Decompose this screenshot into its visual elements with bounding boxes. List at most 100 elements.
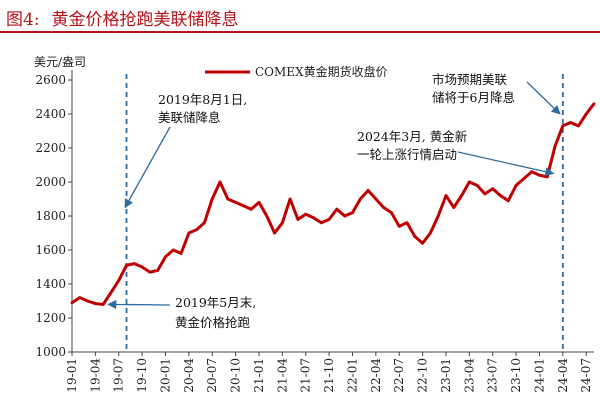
series-line <box>71 102 596 306</box>
figure-number: 图4: <box>6 10 40 30</box>
data-point <box>319 221 323 225</box>
legend-label: COMEX黄金期货收盘价 <box>255 64 388 79</box>
annotation: 2019年8月1日, 美联储降息 <box>124 92 247 209</box>
data-point <box>101 303 105 306</box>
x-tick-label: 21-10 <box>322 358 336 393</box>
y-tick-label: 2200 <box>35 141 66 155</box>
data-point <box>281 221 284 225</box>
annotation-text: 黄金价格抢跑 <box>175 315 251 330</box>
data-point <box>452 206 456 209</box>
x-tick-label: 20-10 <box>229 358 243 393</box>
data-point <box>569 121 572 124</box>
data-point <box>94 302 97 305</box>
data-point <box>288 197 292 201</box>
x-tick-label: 23-10 <box>509 358 523 393</box>
data-point <box>467 180 471 184</box>
data-point <box>78 296 82 299</box>
annotation-arrow <box>457 151 555 177</box>
annotation-text: 一轮上涨行情启动 <box>357 147 457 162</box>
series-layer <box>70 102 596 306</box>
data-point <box>561 124 565 128</box>
legend: COMEX黄金期货收盘价 <box>205 64 388 79</box>
data-point <box>405 221 409 225</box>
x-tick-label: 21-07 <box>299 358 313 393</box>
data-point <box>234 201 238 204</box>
data-point <box>506 199 510 203</box>
reference-lines <box>125 74 564 352</box>
data-point <box>335 207 339 211</box>
data-point <box>343 214 347 218</box>
data-point <box>358 197 362 201</box>
data-point <box>312 216 315 220</box>
x-tick-label: 22-10 <box>416 358 430 393</box>
data-point <box>273 231 276 235</box>
data-point <box>164 255 167 259</box>
y-tick-label: 1200 <box>35 311 66 325</box>
annotation-arrow <box>526 81 561 115</box>
data-point <box>514 184 518 187</box>
data-point <box>366 189 370 192</box>
data-point <box>397 224 401 228</box>
data-point <box>249 207 253 211</box>
x-tick-label: 19-07 <box>112 358 126 393</box>
data-point <box>187 231 191 235</box>
y-axis-label: 美元/盎司 <box>34 55 86 69</box>
data-point <box>109 291 113 294</box>
x-tick-label: 19-01 <box>65 358 79 393</box>
y-tick-label: 2000 <box>35 175 66 189</box>
annotation-text: 2019年5月末, <box>175 295 256 310</box>
data-point <box>117 279 121 282</box>
data-point <box>296 218 300 221</box>
data-point <box>499 194 502 198</box>
annotation-arrow <box>124 126 171 209</box>
annotation-text: 美联储降息 <box>158 110 221 125</box>
annotation-text: 2019年8月1日, <box>158 92 247 107</box>
y-tick-label: 1000 <box>35 345 66 359</box>
y-tick-label: 2600 <box>35 73 66 87</box>
data-point <box>460 194 463 198</box>
data-point <box>226 197 230 201</box>
x-tick-label: 24-01 <box>532 358 546 393</box>
data-point <box>140 265 144 269</box>
data-point <box>351 211 354 215</box>
data-point <box>491 187 495 191</box>
x-tick-label: 22-01 <box>345 358 359 393</box>
data-point <box>327 218 331 221</box>
x-tick-label: 23-04 <box>462 358 476 393</box>
x-tick-label: 19-04 <box>88 358 102 393</box>
annotation-text: 储将于6月降息 <box>432 90 515 105</box>
data-point <box>382 206 385 209</box>
data-point <box>553 144 557 148</box>
x-tick-label: 20-01 <box>158 358 172 393</box>
axes: 1000 1200 1400 1600 1800 2000 2200 2400 2600 19-0… <box>35 70 594 393</box>
data-point <box>257 201 261 204</box>
figure-title: 图4: 黄金价格抢跑美联储降息 <box>6 5 239 30</box>
data-point <box>530 170 534 174</box>
figure-header: 图4: 黄金价格抢跑美联储降息 <box>0 0 600 34</box>
annotation-arrow <box>107 299 171 310</box>
data-point <box>545 175 549 179</box>
data-point <box>444 194 448 198</box>
data-point <box>436 214 440 218</box>
data-point <box>577 124 580 128</box>
data-point <box>179 252 183 255</box>
annotations: 2019年8月1日, 美联储降息 2019年5月末, 黄金价格抢跑 2024年3月, 黄… <box>107 72 561 330</box>
figure-title-text: 黄金价格抢跑美联储降息 <box>51 10 239 30</box>
x-tick-label: 20-04 <box>182 358 196 393</box>
data-point <box>132 262 136 265</box>
data-point <box>538 173 541 177</box>
x-tick-label: 19-10 <box>135 358 149 393</box>
annotation-text: 市场预期美联 <box>432 72 508 87</box>
data-point <box>156 269 160 272</box>
data-point <box>522 177 526 181</box>
x-tick-label: 20-07 <box>205 358 219 393</box>
y-tick-label: 1800 <box>35 209 66 223</box>
data-point <box>390 211 393 215</box>
x-tick-label: 23-01 <box>439 358 453 393</box>
data-point <box>218 180 222 184</box>
y-tick-label: 2400 <box>35 107 66 121</box>
data-point <box>195 228 199 232</box>
data-point <box>429 231 432 235</box>
